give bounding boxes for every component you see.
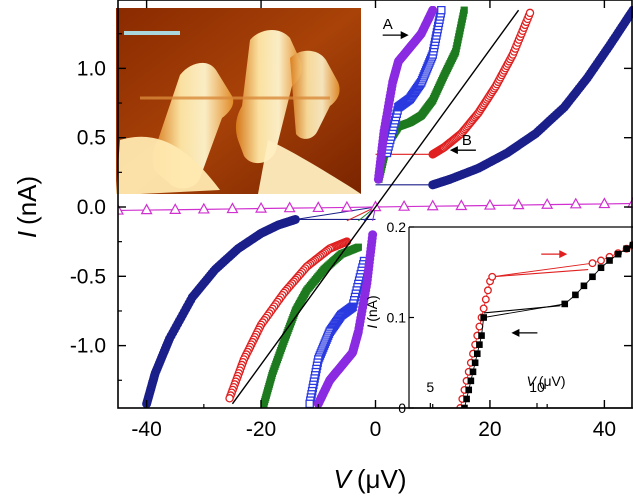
data-point: [305, 399, 314, 408]
data-point: [569, 197, 582, 209]
x-tick-label: 40: [593, 418, 616, 441]
data-point: [140, 203, 153, 215]
y-tick-label: -0.5: [70, 265, 106, 288]
inset-x-tick-label: 10: [529, 379, 545, 395]
inset-data-point: [481, 295, 490, 304]
data-point: [169, 203, 182, 214]
annotation-a: A: [383, 16, 393, 33]
series-6: [231, 9, 520, 405]
supercurrent-branch: [295, 206, 376, 220]
arrow-b-head: [449, 146, 458, 155]
annotations: AB: [382, 16, 476, 155]
data-point: [398, 199, 411, 211]
inset-data-point: [623, 245, 630, 253]
data-point: [283, 201, 296, 213]
series-3: [305, 6, 446, 408]
inset-data-point: [469, 368, 477, 376]
data-point: [313, 399, 323, 408]
data-point: [197, 202, 210, 214]
y-tick-label: 1.0: [77, 57, 106, 80]
inset-series-line: [459, 244, 633, 408]
series-4: [313, 6, 438, 408]
inset-series-0: [456, 241, 633, 408]
series-5: [118, 196, 633, 215]
inset-data-point: [488, 272, 497, 281]
inset-data-point: [461, 404, 468, 408]
main-plot-area: AB: [118, 6, 633, 408]
data-point: [260, 400, 268, 408]
inset-y-tick-label: 0.2: [387, 219, 407, 235]
data-point: [541, 197, 554, 209]
x-tick-label: 20: [478, 418, 501, 441]
main-axes: -40 -20 0 20 40 -1.0 -0.5 0.0 0.5 1.0: [70, 0, 633, 441]
inset-data-point: [480, 314, 487, 321]
data-point: [428, 6, 438, 15]
x-tick-label: -40: [131, 418, 161, 441]
inset-data-point: [572, 291, 579, 299]
data-point: [340, 200, 353, 212]
inset-data-point: [580, 282, 588, 290]
scale-bar: [124, 31, 180, 35]
inset-data-point: [588, 259, 597, 268]
x-axis-title: V (μV): [334, 464, 407, 494]
data-point: [312, 201, 325, 213]
data-point: [460, 6, 468, 14]
data-point: [226, 202, 239, 214]
inset-y-tick-label: 0.1: [387, 310, 407, 326]
y-tick-label: 0.0: [77, 196, 106, 219]
inset-data-point: [614, 250, 622, 258]
inset-data-point: [479, 304, 488, 313]
data-point: [118, 203, 124, 215]
iv-zoom-inset: 00.10.25 10: [387, 219, 633, 416]
inset-data-point: [471, 359, 479, 367]
data-point: [426, 199, 439, 211]
y-tick-label: -1.0: [70, 335, 106, 358]
inset-data-point: [465, 386, 473, 394]
x-tick-label: -20: [246, 418, 276, 441]
data-point: [512, 198, 525, 210]
inset-data-point: [561, 300, 569, 308]
series-0: [142, 6, 633, 408]
inset-data-point: [476, 341, 483, 348]
data-point: [437, 6, 446, 15]
inset-data-point: [473, 350, 481, 357]
arrow-a-head: [400, 31, 409, 40]
inset-x-tick-label: 5: [426, 379, 434, 395]
inset-data-point: [467, 377, 475, 385]
ohmic-reference-line: [231, 9, 520, 405]
data-point: [525, 8, 535, 18]
data-point: [598, 197, 611, 209]
y-axis-title: I(nA): [12, 176, 42, 238]
data-point: [225, 394, 234, 403]
inset-jump-line: [492, 268, 589, 278]
series-1: [225, 8, 535, 403]
inset-data-point: [597, 256, 605, 265]
inset-y-axis-title: I(nA): [364, 295, 380, 328]
annotation-b: B: [462, 132, 472, 149]
inset-data-point: [483, 286, 492, 295]
inset-data-point: [589, 273, 596, 281]
afm-micrograph-inset: [116, 8, 361, 194]
data-point: [255, 201, 268, 213]
inset-data-point: [463, 395, 470, 403]
x-tick-label: 0: [370, 418, 382, 441]
inset-series-1: [461, 241, 633, 408]
inset-data-point: [597, 264, 605, 272]
inset-data-point: [478, 332, 485, 339]
data-point: [483, 198, 496, 210]
inset-data-point: [475, 322, 484, 331]
data-point: [455, 199, 468, 211]
inset-x-axis-title: V (μV): [526, 373, 565, 389]
inset-black-arrow-head: [511, 328, 520, 337]
inset-red-arrow-head: [559, 250, 568, 259]
y-tick-label: 0.5: [77, 127, 106, 150]
inset-data-point: [606, 257, 613, 264]
